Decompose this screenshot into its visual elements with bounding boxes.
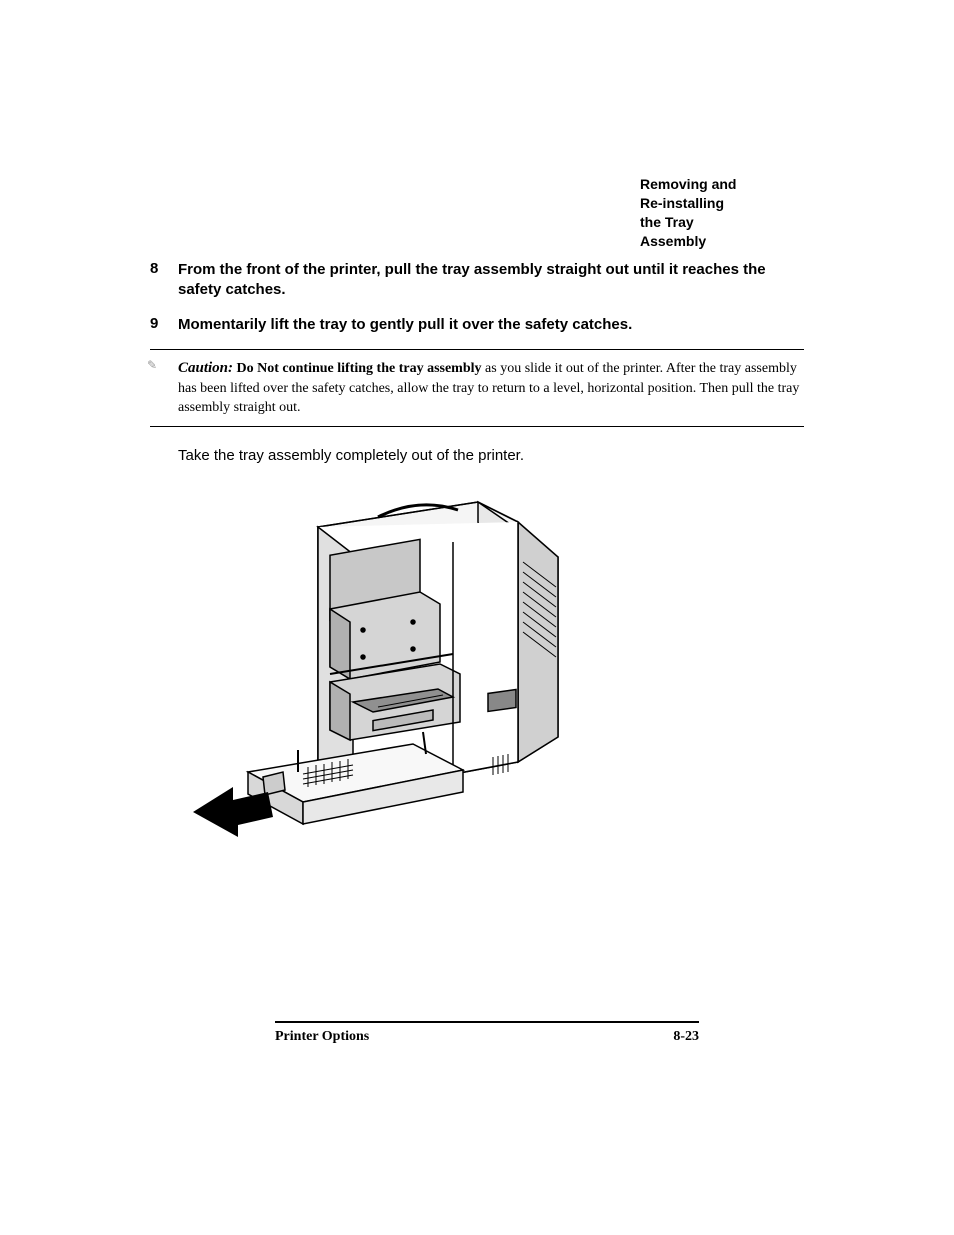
document-page: Removing and Re-installing the Tray Asse… (0, 0, 954, 1235)
caution-label: Caution: (178, 360, 233, 376)
content-area: 8 From the front of the printer, pull th… (150, 260, 804, 867)
header-line: Re-installing (640, 194, 736, 213)
step-item: 9 Momentarily lift the tray to gently pu… (150, 315, 804, 335)
body-text: Take the tray assembly completely out of… (178, 447, 804, 464)
caution-bold-text: Do Not continue lifting the tray assembl… (237, 361, 482, 376)
caution-block: ✎ Caution: Do Not continue lifting the t… (150, 349, 804, 427)
page-footer: Printer Options 8-23 (275, 1021, 699, 1045)
step-number: 9 (150, 315, 178, 335)
section-header: Removing and Re-installing the Tray Asse… (640, 175, 736, 251)
pull-direction-arrow-icon (193, 787, 273, 837)
caution-marker-icon: ✎ (147, 358, 157, 373)
step-text: From the front of the printer, pull the … (178, 260, 804, 301)
step-text: Momentarily lift the tray to gently pull… (178, 315, 632, 335)
caution-content: Caution: Do Not continue lifting the tra… (178, 361, 799, 416)
footer-page-number: 8-23 (673, 1029, 699, 1045)
header-line: the Tray (640, 213, 736, 232)
header-line: Removing and (640, 175, 736, 194)
header-line: Assembly (640, 232, 736, 251)
printer-figure (178, 482, 804, 867)
step-item: 8 From the front of the printer, pull th… (150, 260, 804, 301)
footer-section-name: Printer Options (275, 1029, 369, 1045)
printer-illustration-icon (178, 482, 588, 862)
step-number: 8 (150, 260, 178, 301)
